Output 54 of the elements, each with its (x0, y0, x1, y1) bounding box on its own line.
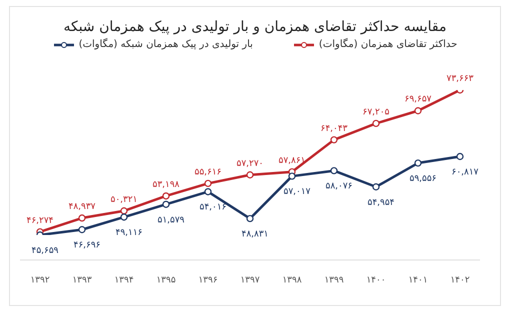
data-label: ۵۵,۶۱۶ (194, 167, 222, 178)
data-label: ۶۴,۰۴۳ (320, 124, 348, 134)
point (330, 167, 338, 174)
x-tick-label: ۱۴۰۲ (450, 275, 470, 286)
data-label: ۶۰,۸۱۷ (451, 168, 479, 178)
point (78, 226, 86, 234)
data-label: ۵۴,۹۵۴ (367, 198, 395, 208)
x-tick-label: ۱۳۹۳ (72, 275, 92, 286)
x-tick-label: ۱۴۰۱ (408, 275, 428, 286)
data-label: ۵۳,۱۹۸ (152, 180, 180, 190)
point (162, 192, 170, 200)
point (120, 214, 128, 221)
point (372, 183, 380, 190)
point (372, 120, 380, 128)
point (414, 159, 422, 167)
point (162, 200, 170, 208)
point (456, 152, 464, 160)
data-label: ۵۱,۵۷۹ (157, 215, 185, 226)
data-label: ۴۸,۸۳۱ (241, 230, 269, 240)
point (330, 136, 338, 144)
data-label: ۶۹,۶۵۷ (404, 94, 432, 105)
data-label: ۵۷,۸۶۱ (278, 156, 306, 166)
data-label: ۴۵,۶۵۹ (31, 246, 59, 256)
data-label: ۶۷,۲۰۵ (362, 107, 390, 118)
point (78, 214, 86, 222)
data-label: ۴۶,۲۷۴ (26, 216, 54, 226)
x-tick-label: ۱۳۹۹ (324, 275, 344, 286)
data-label: ۵۷,۰۱۷ (283, 187, 311, 198)
data-label: ۴۶,۶۹۶ (73, 240, 101, 251)
x-tick-label: ۱۳۹۸ (282, 275, 302, 286)
data-label: ۵۹,۵۵۶ (409, 174, 437, 184)
data-label: ۴۸,۹۳۷ (68, 202, 96, 212)
point (120, 207, 128, 214)
data-label: ۵۴,۰۱۶ (199, 202, 227, 213)
legend-label: بار تولیدی در پیک همزمان شبکه (مگاوات) (78, 39, 253, 50)
data-label: ۷۳,۶۶۳ (446, 74, 474, 84)
data-label: ۵۸,۰۷۶ (325, 182, 353, 192)
x-tick-label: ۱۳۹۵ (156, 275, 176, 286)
data-label: ۵۰,۳۲۱ (110, 194, 138, 205)
chart-title: مقایسه حداکثر تقاضای همزمان و بار تولیدی در پیک همزمان شبکه (62, 19, 448, 35)
point (246, 171, 254, 178)
x-tick-label: ۱۳۹۶ (198, 275, 218, 286)
point (204, 180, 212, 188)
point (288, 172, 296, 180)
legend-label: حداکثر تقاضای همزمان (مگاوات) (318, 39, 458, 50)
point (246, 214, 254, 222)
data-label: ۴۹,۱۱۶ (115, 228, 143, 238)
point (414, 107, 422, 114)
x-tick-label: ۱۴۰۰ (366, 275, 386, 286)
x-tick-label: ۱۳۹۴ (114, 275, 134, 286)
x-tick-label: ۱۳۹۲ (30, 275, 50, 286)
x-tick-label: ۱۳۹۷ (240, 275, 260, 286)
point (204, 188, 212, 196)
data-label: ۵۷,۲۷۰ (236, 158, 264, 169)
